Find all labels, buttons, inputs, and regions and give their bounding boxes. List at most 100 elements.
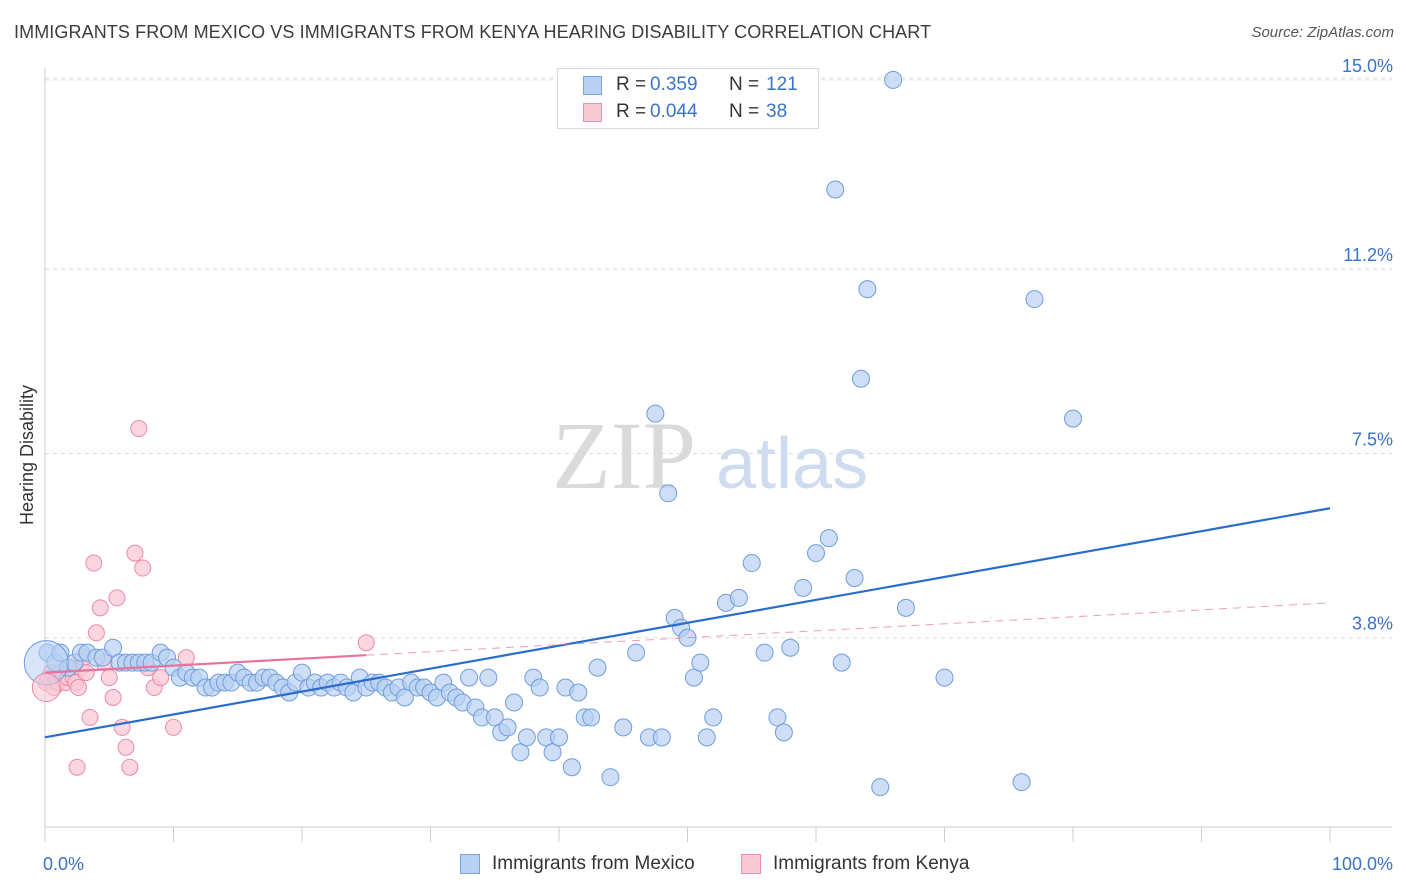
kenya-point <box>108 589 126 607</box>
kenya-n-value: 38 <box>766 101 788 122</box>
kenya-cluster-point <box>31 673 61 703</box>
mexico-point <box>479 668 498 687</box>
mexico-r-label: R = <box>616 74 647 95</box>
mexico-point <box>697 728 716 747</box>
mexico-point <box>691 653 710 672</box>
mexico-point <box>659 484 678 503</box>
mexico-point <box>755 643 774 662</box>
kenya-point <box>126 544 144 562</box>
mexico-point <box>819 529 838 548</box>
mexico-point <box>935 668 954 687</box>
y-tick-label: 11.2% <box>1343 245 1393 265</box>
mexico-point <box>614 718 633 737</box>
mexico-point <box>550 728 568 747</box>
y-tick-label: 3.8% <box>1352 614 1393 634</box>
mexico-point <box>505 693 524 712</box>
mexico-point <box>826 180 845 199</box>
mexico-point <box>293 663 311 682</box>
mexico-trend-line <box>44 507 1331 739</box>
mexico-point <box>704 708 723 727</box>
mexico-point <box>794 578 813 597</box>
mexico-point <box>395 688 414 707</box>
kenya-point <box>77 664 95 682</box>
kenya-trend-line <box>44 654 367 674</box>
legend-mexico-label: Immigrants from Mexico <box>492 853 695 874</box>
mexico-point <box>543 743 562 762</box>
kenya-trend-line-extension <box>366 602 1331 656</box>
mexico-r-value: 0.359 <box>650 74 698 95</box>
y-tick-label: 7.5% <box>1352 429 1393 449</box>
mexico-point <box>498 718 517 737</box>
kenya-swatch <box>583 103 602 122</box>
mexico-n-value: 121 <box>766 74 798 95</box>
mexico-point <box>517 728 536 747</box>
watermark: ZIP atlas <box>552 402 868 509</box>
mexico-point <box>768 708 787 727</box>
kenya-r-value: 0.044 <box>650 101 698 122</box>
kenya-n-label: N = <box>729 101 760 122</box>
mexico-point <box>1012 773 1031 792</box>
kenya-point <box>121 758 139 776</box>
mexico-point <box>104 638 123 657</box>
mexico-point <box>601 768 620 787</box>
kenya-point <box>100 669 118 687</box>
stats-row-kenya: R = 0.044 N = 38 <box>558 100 818 126</box>
mexico-point <box>832 653 851 672</box>
mexico-point <box>1025 290 1044 309</box>
mexico-point <box>896 598 915 617</box>
chart-source: Source: ZipAtlas.com <box>1251 24 1394 41</box>
kenya-point <box>130 420 148 438</box>
mexico-point <box>845 568 864 587</box>
gridlines <box>45 77 1392 639</box>
mexico-point <box>851 369 870 388</box>
kenya-point <box>165 718 182 736</box>
mexico-point <box>729 588 748 607</box>
mexico-point <box>1064 409 1082 428</box>
kenya-point <box>85 554 103 572</box>
y-axis-title: Hearing Disability <box>17 385 37 525</box>
kenya-point <box>68 758 86 776</box>
kenya-point <box>69 679 87 697</box>
stats-row-mexico: R = 0.359 N = 121 <box>558 73 818 99</box>
mexico-point <box>646 404 665 423</box>
legend-kenya-label: Immigrants from Kenya <box>773 853 970 874</box>
kenya-point <box>91 599 109 617</box>
mexico-point <box>871 778 890 797</box>
legend-kenya-swatch <box>741 854 761 874</box>
mexico-point <box>627 643 646 662</box>
mexico-point <box>807 544 825 563</box>
kenya-point <box>117 738 135 756</box>
mexico-point <box>485 708 504 727</box>
mexico-point <box>884 70 903 89</box>
mexico-point <box>562 758 581 777</box>
mexico-point <box>530 678 549 697</box>
mexico-point <box>582 708 601 727</box>
x-tick-label: 100.0% <box>1332 854 1393 874</box>
mexico-point <box>460 668 479 687</box>
x-tick-label: 0.0% <box>43 854 84 874</box>
kenya-point <box>152 669 170 687</box>
kenya-point <box>87 624 105 642</box>
mexico-point <box>774 723 793 742</box>
mexico-point <box>569 683 588 702</box>
y-tick-label: 15.0% <box>1342 56 1393 76</box>
legend-mexico-swatch <box>460 854 480 874</box>
chart-title: IMMIGRANTS FROM MEXICO VS IMMIGRANTS FRO… <box>14 22 932 42</box>
trend-lines <box>44 507 1331 739</box>
kenya-r-label: R = <box>616 101 647 122</box>
mexico-point <box>858 280 877 299</box>
kenya-point <box>81 708 99 726</box>
mexico-point <box>652 728 671 747</box>
mexico-point <box>781 638 800 657</box>
kenya-point <box>104 689 122 707</box>
mexico-point <box>684 668 703 687</box>
mexico-swatch <box>583 76 602 95</box>
mexico-n-label: N = <box>729 74 760 95</box>
stats-legend-box: R = 0.359 N = 121 R = 0.044 N = 38 <box>557 68 819 129</box>
mexico-point <box>511 743 530 762</box>
mexico-point <box>742 554 761 573</box>
axis-labels: 3.8% 7.5% 11.2% 15.0% 0.0% 100.0% Hearing Disa… <box>17 56 1393 874</box>
mexico-point <box>588 658 607 677</box>
kenya-point <box>134 559 152 577</box>
